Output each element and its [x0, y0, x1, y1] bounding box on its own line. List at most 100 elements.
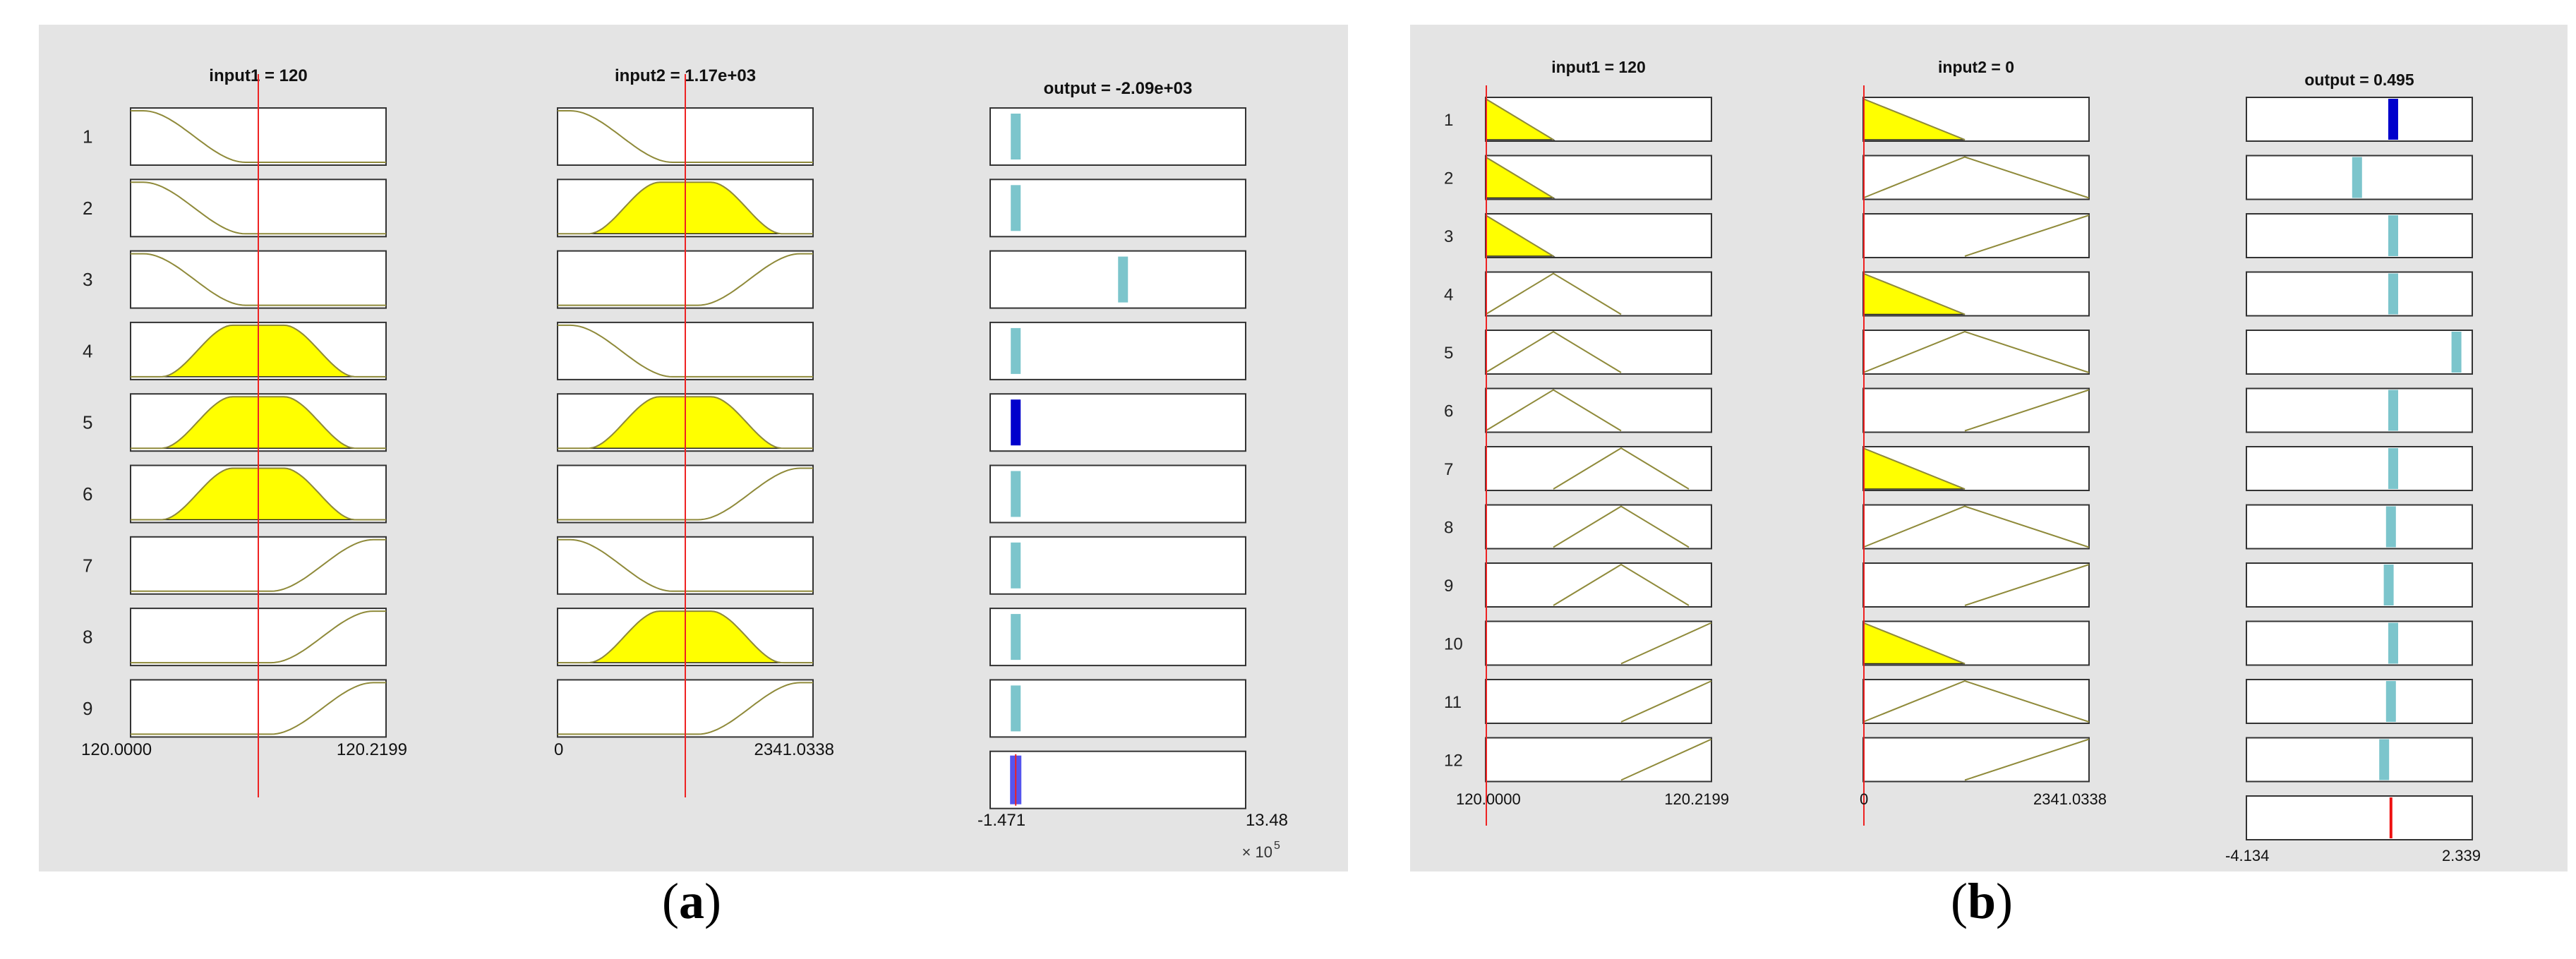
input1-range-max: 120.2199: [337, 740, 407, 759]
input2-b-mf-line-6: [1964, 389, 2090, 432]
output-b-box-11: [2246, 679, 2473, 724]
input1-b-mf-box-4: [1485, 271, 1712, 317]
rule-number-1: 1: [83, 126, 92, 147]
input1-b-mf-line-7: [1553, 447, 1690, 490]
output-b-box-10: [2246, 620, 2473, 666]
input1-b-mf-line-4: [1485, 272, 1622, 315]
input1-b-mf-box-7: [1485, 446, 1712, 491]
rule-number-2: 2: [83, 198, 92, 219]
aggregate-b-box: [2246, 795, 2473, 840]
rule-number-7: 7: [83, 555, 92, 576]
input2-range-min: 0: [554, 740, 563, 759]
output-b-bar-1: [2388, 99, 2398, 140]
rule-number-4: 4: [83, 340, 92, 361]
caption-a-letter: a: [679, 873, 704, 929]
caption-a: (a): [550, 872, 833, 931]
output-bar-1: [1011, 114, 1021, 159]
caption-b-letter: b: [1967, 873, 1997, 929]
input2-range-max: 2341.0338: [754, 740, 834, 759]
input2-b-mf-box-12: [1862, 737, 2090, 783]
output-range-min: -1.471: [977, 811, 1025, 830]
output-bar-3: [1118, 256, 1128, 303]
output-box-4: [989, 321, 1246, 380]
caption-a-close: ): [704, 873, 721, 929]
input2-b-mf-box-2: [1862, 155, 2090, 200]
input2-b-mf-line-10: [1862, 622, 1966, 665]
caption-a-open: (: [662, 873, 679, 929]
input1-b-range-min: 120.0000: [1456, 790, 1521, 808]
input2-b-title: input2 = 0: [1938, 58, 2014, 76]
input2-b-mf-line-4: [1862, 272, 1966, 315]
output-bar-8: [1011, 614, 1021, 661]
output-range-max: 13.48: [1246, 811, 1288, 830]
input2-b-mf-box-11: [1862, 679, 2090, 724]
output-b-bar-4: [2388, 273, 2398, 315]
input1-b-mf-box-5: [1485, 330, 1712, 375]
rule-number-9: 9: [83, 698, 92, 719]
output-b-bar-2: [2352, 157, 2362, 198]
output-b-bar-6: [2388, 390, 2398, 431]
rule-number-b-8: 8: [1444, 519, 1453, 538]
output-exponent: 5: [1274, 840, 1280, 852]
output-b-box-5: [2246, 330, 2473, 375]
output-b-box-12: [2246, 737, 2473, 783]
output-b-title: output = 0.495: [2304, 71, 2414, 89]
input1-b-mf-line-5: [1485, 330, 1622, 373]
input1-b-mf-line-2: [1485, 156, 1554, 199]
input2-b-mf-box-5: [1862, 330, 2090, 375]
output-bar-4: [1011, 327, 1021, 374]
input1-b-mf-line-6: [1485, 389, 1622, 432]
output-b-bar-5: [2451, 332, 2462, 373]
rule-number-b-11: 11: [1444, 693, 1462, 712]
input1-b-mf-box-11: [1485, 679, 1712, 724]
rule-number-5: 5: [83, 412, 92, 433]
aggregate-box: [989, 750, 1246, 809]
rule-number-b-4: 4: [1444, 286, 1453, 305]
input2-b-mf-line-9: [1964, 564, 2090, 606]
output-box-9: [989, 679, 1246, 738]
output-b-box-7: [2246, 446, 2473, 491]
output-bar-7: [1011, 542, 1021, 589]
rule-number-b-3: 3: [1444, 227, 1453, 246]
output-b-bar-10: [2388, 622, 2398, 664]
input2-b-range-min: 0: [1860, 790, 1868, 808]
output-b-range-min: -4.134: [2225, 847, 2269, 864]
input1-b-mf-box-8: [1485, 504, 1712, 550]
output-b-box-1: [2246, 97, 2473, 142]
input2-b-mf-box-9: [1862, 562, 2090, 608]
output-b-bar-11: [2385, 681, 2396, 722]
output-multiplier: × 10: [1242, 843, 1272, 861]
output-b-bar-8: [2385, 506, 2396, 548]
output-b-bar-12: [2379, 739, 2390, 780]
input1-b-range-max: 120.2199: [1664, 790, 1729, 808]
rule-number-b-1: 1: [1444, 111, 1453, 130]
input1-b-mf-line-9: [1553, 563, 1690, 606]
output-box-7: [989, 536, 1246, 595]
input1-b-mf-box-10: [1485, 620, 1712, 666]
output-box-3: [989, 250, 1246, 309]
output-bar-5: [1011, 399, 1021, 446]
output-b-bar-3: [2388, 215, 2398, 256]
rule-number-b-12: 12: [1444, 752, 1463, 771]
output-b-box-4: [2246, 271, 2473, 317]
input2-b-mf-line-1: [1862, 98, 1966, 140]
rule-number-b-2: 2: [1444, 169, 1453, 188]
input1-b-mf-line-1: [1485, 98, 1554, 140]
rule-number-b-10: 10: [1444, 635, 1463, 654]
input1-b-mf-line-10: [1620, 622, 1712, 665]
input1-b-mf-line-8: [1553, 505, 1690, 548]
output-bar-9: [1011, 685, 1021, 732]
output-b-bar-9: [2383, 565, 2394, 605]
rule-number-6: 6: [83, 483, 92, 505]
output-b-box-8: [2246, 504, 2473, 550]
rule-number-8: 8: [83, 627, 92, 648]
output-b-range-max: 2.339: [2442, 847, 2481, 864]
output-box-5: [989, 393, 1246, 452]
input2-b-mf-line-2: [1862, 156, 2090, 199]
output-box-2: [989, 179, 1246, 238]
input1-b-mf-box-9: [1485, 562, 1712, 608]
input2-b-mf-line-11: [1862, 680, 2090, 723]
input1-b-mf-box-12: [1485, 737, 1712, 783]
rule-number-b-5: 5: [1444, 344, 1453, 363]
